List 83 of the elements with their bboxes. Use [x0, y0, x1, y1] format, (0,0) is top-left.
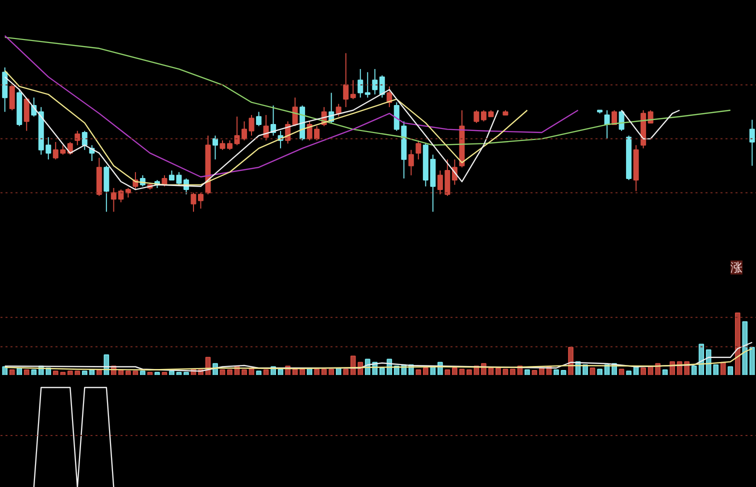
candlestick [212, 135, 218, 160]
bar [336, 368, 342, 375]
bar [96, 369, 102, 375]
candlestick [372, 68, 378, 95]
bar [263, 369, 269, 375]
candlestick [350, 80, 356, 100]
candlestick [24, 97, 30, 132]
candlestick [416, 140, 422, 160]
bar [720, 362, 726, 375]
candlestick [648, 110, 654, 124]
candlestick [256, 111, 262, 127]
bar [292, 368, 298, 375]
candlestick [104, 165, 110, 212]
bar [31, 369, 37, 375]
bar [626, 370, 632, 375]
candlestick [198, 192, 204, 210]
bar [749, 346, 755, 375]
candlestick [358, 68, 364, 98]
candlestick [292, 97, 298, 127]
bar [154, 372, 160, 375]
bar [532, 370, 538, 375]
candlestick [379, 74, 385, 98]
bar [618, 368, 624, 375]
candlestick [336, 103, 342, 118]
bar [568, 346, 574, 375]
text: 涨 [730, 260, 742, 274]
candlestick [190, 192, 196, 212]
bar [510, 368, 516, 375]
bar [416, 369, 422, 375]
bar [655, 363, 661, 375]
bar [496, 368, 501, 375]
bar [728, 366, 734, 375]
bar [554, 369, 559, 375]
candlestick [749, 119, 755, 166]
bar [9, 369, 15, 375]
candlestick [9, 84, 15, 111]
candlestick [364, 72, 370, 98]
bar [314, 368, 320, 375]
bar [597, 368, 602, 375]
candlestick [612, 110, 618, 126]
candlestick [474, 110, 480, 124]
bar [640, 368, 646, 375]
bar [670, 361, 676, 375]
bar [220, 369, 226, 375]
bar [176, 372, 182, 375]
bar [452, 368, 458, 375]
bar [126, 370, 131, 375]
bar [184, 372, 189, 375]
bar [502, 368, 508, 375]
bar [582, 364, 588, 375]
bar [162, 372, 168, 375]
bar [422, 368, 428, 375]
candlestick [248, 114, 254, 136]
bar [590, 368, 596, 375]
bar [742, 321, 748, 375]
bar [300, 368, 305, 375]
bar [16, 368, 22, 375]
bar [140, 370, 146, 375]
candlestick [343, 52, 349, 108]
bar [2, 366, 8, 375]
candlestick [82, 130, 88, 150]
bar [256, 370, 262, 375]
bar [278, 368, 284, 375]
candlestick [604, 110, 610, 140]
bar [466, 369, 472, 375]
bar [343, 368, 349, 375]
bar [24, 369, 30, 375]
candlestick [618, 110, 624, 132]
bar [459, 368, 465, 375]
candlestick [74, 130, 80, 146]
bar [662, 369, 668, 375]
bar [227, 369, 232, 375]
bar [539, 368, 544, 375]
bar [242, 369, 247, 375]
bar [147, 372, 153, 375]
bar [444, 369, 450, 375]
candlestick [408, 149, 414, 176]
bar [524, 369, 530, 375]
bar [560, 370, 566, 375]
candlestick [263, 114, 269, 141]
bar [734, 312, 740, 375]
bar [169, 370, 174, 375]
bar [132, 370, 138, 375]
